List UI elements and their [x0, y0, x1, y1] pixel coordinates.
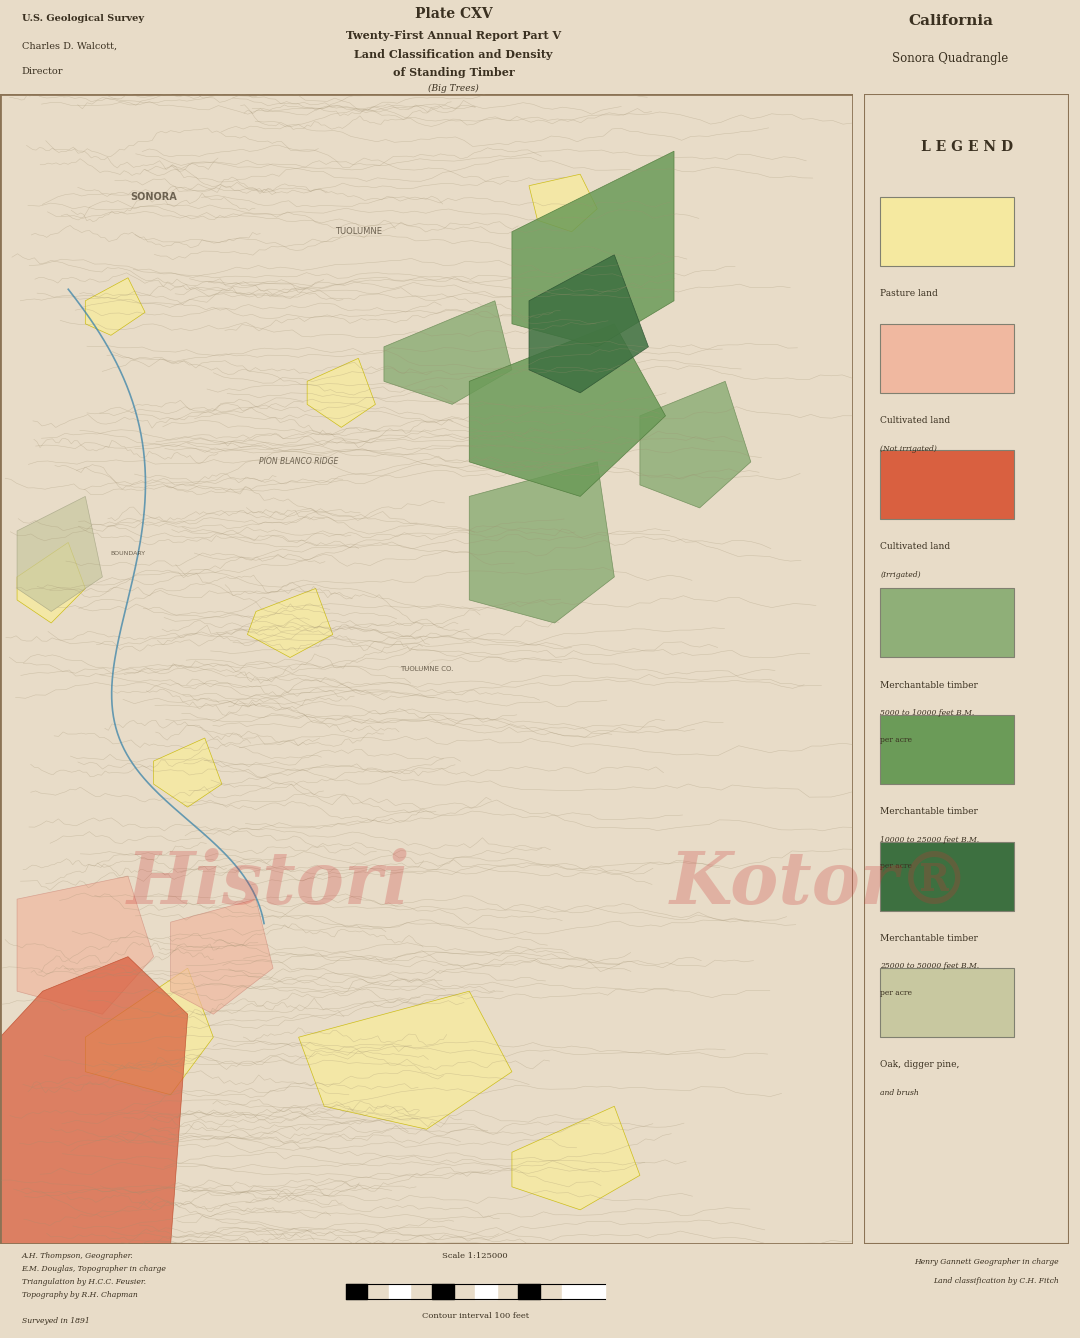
Text: 5000 to 10000 feet B.M.: 5000 to 10000 feet B.M.	[880, 709, 974, 717]
Polygon shape	[153, 739, 221, 807]
Bar	[880, 714, 1014, 784]
Text: E.M. Douglas, Topographer in charge: E.M. Douglas, Topographer in charge	[22, 1264, 166, 1272]
Text: (Not irrigated): (Not irrigated)	[880, 444, 937, 452]
Polygon shape	[0, 957, 188, 1244]
Text: per acre: per acre	[880, 736, 913, 744]
Text: TUOLUMNE CO.: TUOLUMNE CO.	[400, 666, 454, 672]
Text: 25000 to 50000 feet B.M.: 25000 to 50000 feet B.M.	[880, 962, 980, 970]
Bar	[880, 197, 1014, 266]
Text: Scale 1:125000: Scale 1:125000	[443, 1252, 508, 1260]
Bar	[880, 324, 1014, 393]
Bar	[880, 589, 1014, 657]
Bar	[880, 451, 1014, 519]
Polygon shape	[529, 254, 648, 393]
Bar	[880, 969, 1014, 1037]
Text: PION BLANCO RIDGE: PION BLANCO RIDGE	[259, 458, 338, 467]
Text: California: California	[908, 13, 993, 28]
Polygon shape	[470, 462, 615, 624]
Text: and brush: and brush	[880, 1089, 919, 1097]
Polygon shape	[171, 899, 273, 1014]
Text: per acre: per acre	[880, 989, 913, 997]
Text: Twenty-First Annual Report Part V: Twenty-First Annual Report Part V	[346, 29, 562, 41]
Text: (Big Trees): (Big Trees)	[429, 84, 478, 94]
Polygon shape	[529, 174, 597, 231]
Text: Topography by R.H. Chapman: Topography by R.H. Chapman	[22, 1291, 137, 1299]
Polygon shape	[512, 1107, 640, 1210]
Text: 10000 to 25000 feet B.M.: 10000 to 25000 feet B.M.	[880, 836, 980, 844]
Text: Merchantable timber: Merchantable timber	[880, 681, 978, 689]
Text: of Standing Timber: of Standing Timber	[393, 67, 514, 79]
Text: Histori: Histori	[126, 847, 410, 919]
Polygon shape	[298, 991, 512, 1129]
Polygon shape	[640, 381, 751, 508]
Text: A.H. Thompson, Geographer.: A.H. Thompson, Geographer.	[22, 1252, 133, 1260]
Text: Charles D. Walcott,: Charles D. Walcott,	[22, 41, 117, 51]
Polygon shape	[17, 876, 153, 1014]
Text: Kotor®: Kotor®	[670, 847, 971, 919]
Text: Land Classification and Density: Land Classification and Density	[354, 48, 553, 60]
Text: Cultivated land: Cultivated land	[880, 542, 950, 551]
Polygon shape	[85, 278, 145, 336]
Polygon shape	[470, 324, 665, 496]
Text: U.S. Geological Survey: U.S. Geological Survey	[22, 13, 144, 23]
Text: Henry Gannett Geographer in charge: Henry Gannett Geographer in charge	[914, 1258, 1058, 1266]
Text: Pasture land: Pasture land	[880, 289, 939, 298]
Text: Plate CXV: Plate CXV	[415, 8, 492, 21]
Text: TUOLUMNE: TUOLUMNE	[335, 227, 382, 237]
Text: BOUNDARY: BOUNDARY	[110, 551, 146, 557]
Polygon shape	[247, 589, 333, 657]
Text: Contour interval 100 feet: Contour interval 100 feet	[421, 1311, 529, 1319]
Polygon shape	[307, 359, 376, 427]
Text: Cultivated land: Cultivated land	[880, 416, 950, 425]
Text: Merchantable timber: Merchantable timber	[880, 934, 978, 943]
Text: Surveyed in 1891: Surveyed in 1891	[22, 1318, 90, 1326]
Polygon shape	[512, 151, 674, 347]
Polygon shape	[17, 542, 85, 624]
Text: SONORA: SONORA	[131, 193, 177, 202]
Text: (Irrigated): (Irrigated)	[880, 571, 921, 579]
Polygon shape	[384, 301, 512, 404]
Bar	[880, 842, 1014, 911]
Polygon shape	[85, 969, 214, 1094]
Text: Oak, digger pine,: Oak, digger pine,	[880, 1060, 960, 1069]
Text: L E G E N D: L E G E N D	[920, 139, 1013, 154]
Text: Triangulation by H.C.C. Feusier.: Triangulation by H.C.C. Feusier.	[22, 1278, 146, 1286]
Text: Merchantable timber: Merchantable timber	[880, 807, 978, 816]
Polygon shape	[17, 496, 103, 611]
Text: Director: Director	[22, 67, 63, 76]
Text: Sonora Quadrangle: Sonora Quadrangle	[892, 51, 1009, 64]
Text: per acre: per acre	[880, 862, 913, 870]
Text: Land classification by C.H. Fitch: Land classification by C.H. Fitch	[933, 1276, 1058, 1284]
